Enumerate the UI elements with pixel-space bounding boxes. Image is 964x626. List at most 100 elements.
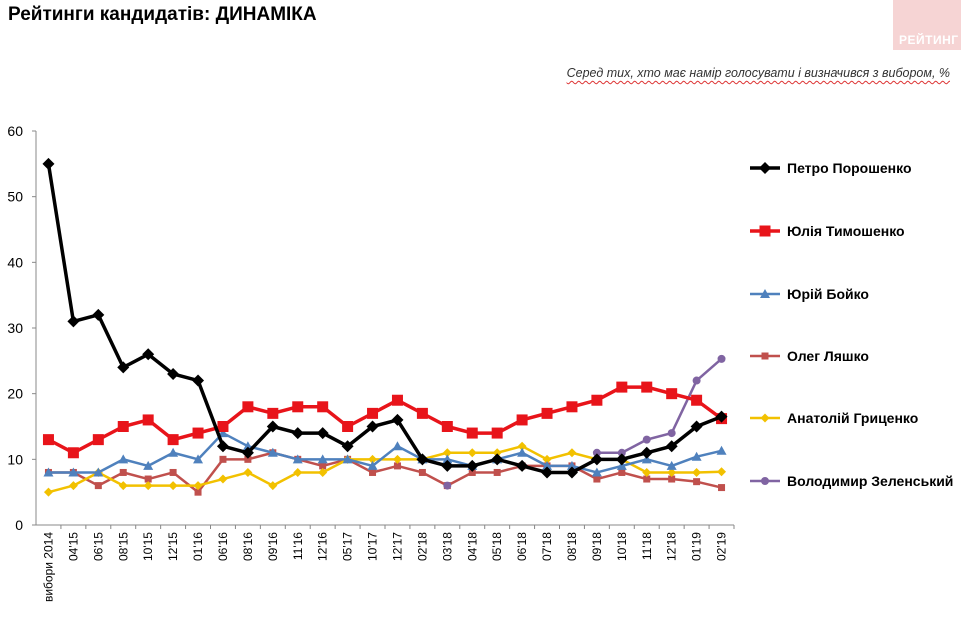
brand-logo: РЕЙТИНГ <box>893 0 961 50</box>
series-2-point <box>566 460 577 470</box>
series-0-point <box>67 315 80 328</box>
series-1-point <box>691 394 703 406</box>
series-2-point <box>716 445 727 455</box>
series-4-point <box>692 467 702 477</box>
x-tick-label: 05'18 <box>490 532 504 561</box>
x-tick-label: 11'18 <box>640 532 654 560</box>
x-tick-label: 12'15 <box>166 532 180 561</box>
x-tick-label: 09'18 <box>590 532 604 561</box>
series-3-line <box>48 451 722 494</box>
series-1-point <box>441 421 453 432</box>
series-0-point <box>391 413 404 426</box>
legend-swatch-marker <box>760 289 770 298</box>
x-tick-label: 10'15 <box>141 532 155 561</box>
series-0-point <box>192 374 205 387</box>
series-2-point <box>367 460 378 470</box>
series-1-point <box>541 407 553 419</box>
x-tick-label: 06'16 <box>216 532 230 561</box>
y-tick-label: 0 <box>15 517 23 533</box>
series-2-point <box>68 467 79 477</box>
series-3-point <box>244 455 252 463</box>
series-4-point <box>492 448 502 458</box>
series-0-point <box>665 440 678 453</box>
series-3-point <box>718 484 726 492</box>
series-0-point <box>341 440 354 453</box>
series-3-point <box>418 468 426 476</box>
series-0-point <box>491 453 504 466</box>
series-4-point <box>667 467 677 477</box>
x-tick-label: 08'15 <box>116 532 130 561</box>
x-tick-label: вибори 2014 <box>41 532 55 602</box>
series-5-point <box>717 354 726 363</box>
series-0-point <box>516 459 529 472</box>
series-4-point <box>368 454 378 464</box>
series-4-point <box>68 481 78 491</box>
series-0-point <box>42 157 55 170</box>
series-2-point <box>193 454 204 464</box>
series-5-point <box>443 481 452 490</box>
series-0-point <box>416 453 429 466</box>
legend-label: Олег Ляшко <box>787 348 869 364</box>
series-4-point <box>268 481 278 491</box>
series-2-point <box>442 454 453 464</box>
series-2-point <box>143 460 154 470</box>
series-2-point <box>666 460 677 470</box>
series-1-point <box>117 421 129 432</box>
series-0-point <box>615 453 628 466</box>
series-0-point <box>117 361 130 374</box>
y-tick-label: 60 <box>7 123 23 139</box>
series-3-point <box>369 468 377 476</box>
x-tick-label: 08'18 <box>565 532 579 561</box>
series-4-point <box>243 467 253 477</box>
legend-swatch-marker <box>759 225 771 237</box>
series-2-point <box>342 454 353 464</box>
series-1-point <box>641 381 653 393</box>
series-4-point <box>517 441 527 451</box>
series-1-point <box>267 407 279 419</box>
series-1-point <box>317 401 329 413</box>
x-tick-label: 04'15 <box>66 532 80 561</box>
series-0-point <box>241 446 254 459</box>
series-4-point <box>318 467 328 477</box>
series-0-point <box>366 420 379 433</box>
legend-label: Юлія Тимошенко <box>787 223 905 239</box>
series-0-point <box>640 446 653 459</box>
series-3-point <box>668 475 676 483</box>
series-3-point <box>94 482 102 490</box>
x-tick-label: 02'18 <box>415 532 429 561</box>
series-2-point <box>691 451 702 461</box>
series-3-point <box>219 455 227 463</box>
series-3-point <box>194 488 202 496</box>
series-1-point <box>666 388 678 400</box>
x-tick-label: 06'15 <box>91 532 105 561</box>
series-0-point <box>142 348 155 361</box>
legend-swatch-marker <box>761 352 769 360</box>
chart-subtitle: Серед тих, хто має намір голосувати і ви… <box>566 66 950 80</box>
series-2-point <box>392 441 403 451</box>
x-tick-label: 11'16 <box>291 532 305 560</box>
series-1-point <box>217 421 229 432</box>
x-tick-label: 10'18 <box>615 532 629 561</box>
series-0-point <box>541 466 554 479</box>
series-4-point <box>168 481 178 491</box>
series-3-point <box>169 468 177 476</box>
series-2-point <box>641 454 652 464</box>
series-4-point <box>43 487 53 497</box>
series-4-point <box>567 448 577 458</box>
series-1-point <box>292 401 304 413</box>
x-tick-label: 12'16 <box>316 532 330 561</box>
series-1-point <box>591 394 603 406</box>
series-2-line <box>48 431 722 474</box>
series-4-point <box>642 467 652 477</box>
legend-label: Петро Порошенко <box>787 160 912 176</box>
y-tick-label: 30 <box>7 320 23 336</box>
series-0-point <box>715 410 728 423</box>
legend-label: Володимир Зеленський <box>787 473 953 489</box>
x-tick-label: 05'17 <box>341 532 355 561</box>
series-3-point <box>618 468 626 476</box>
series-1-point <box>516 414 528 426</box>
series-0-point <box>565 466 578 479</box>
series-1-point <box>142 414 154 426</box>
x-tick-label: 12'17 <box>390 532 404 561</box>
series-1-point <box>67 447 79 459</box>
